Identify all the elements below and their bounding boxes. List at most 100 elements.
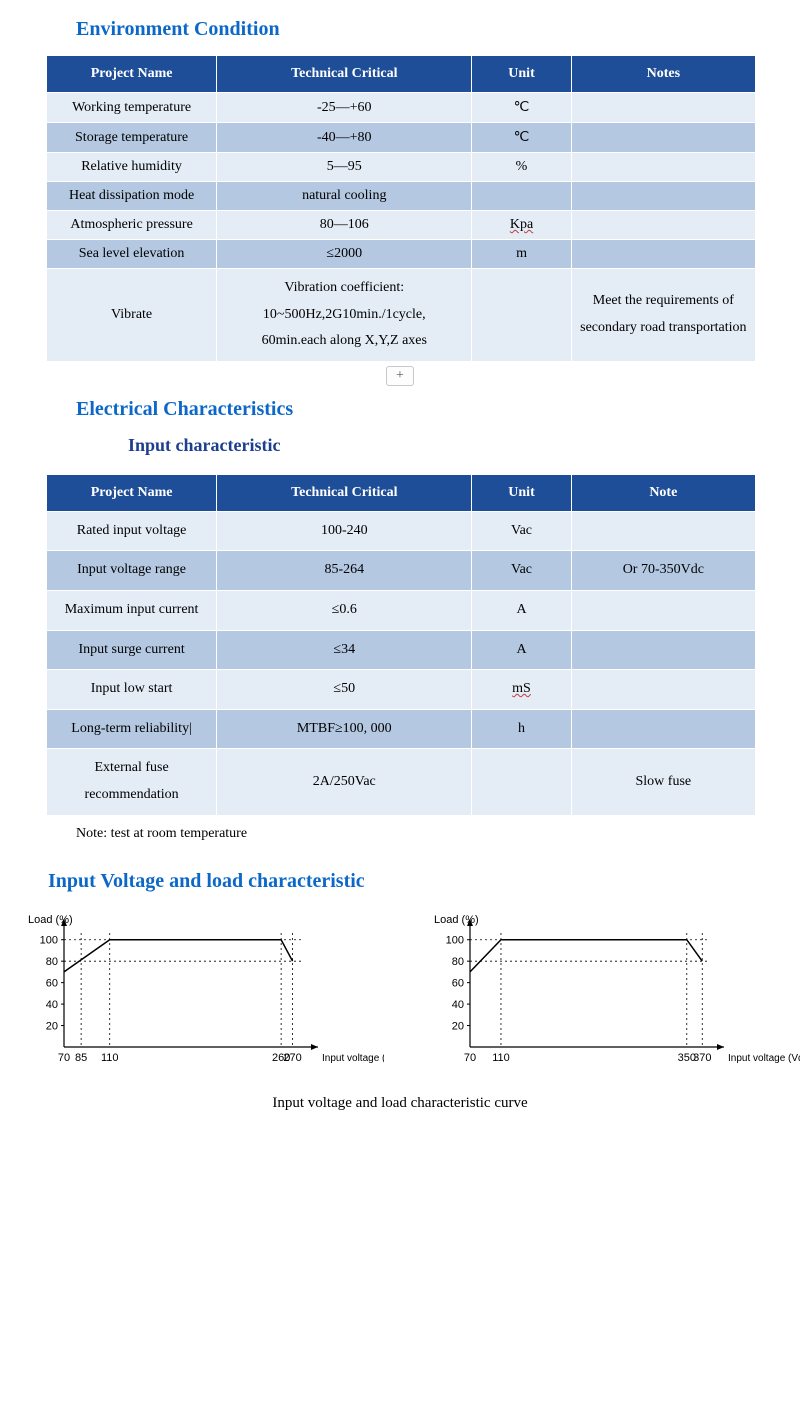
heading-environment: Environment Condition	[76, 18, 800, 41]
table-cell: ≤0.6	[217, 590, 472, 630]
table-cell: MTBF≥100, 000	[217, 709, 472, 749]
table-cell	[571, 153, 755, 182]
table-cell: External fuse recommendation	[47, 749, 217, 815]
table-header: Project Name	[47, 56, 217, 93]
table-header: Project Name	[47, 474, 217, 511]
table-cell	[571, 182, 755, 211]
svg-text:20: 20	[46, 1020, 58, 1032]
table-cell: A	[472, 590, 571, 630]
table-cell: Kpa	[472, 211, 571, 240]
table-cell	[571, 511, 755, 551]
table-cell: -25—+60	[217, 93, 472, 123]
table-row: Atmospheric pressure80—106Kpa	[47, 211, 756, 240]
table-cell: A	[472, 630, 571, 670]
table-row: VibrateVibration coefficient:10~500Hz,2G…	[47, 269, 756, 362]
charts-container: 204060801007085110260270Load (%)Input vo…	[14, 907, 800, 1077]
table-cell: -40—+80	[217, 123, 472, 153]
svg-text:70: 70	[464, 1052, 476, 1064]
svg-text:100: 100	[446, 934, 464, 946]
table-cell: 80—106	[217, 211, 472, 240]
add-row-button[interactable]: +	[386, 366, 414, 386]
table-cell	[571, 590, 755, 630]
svg-text:40: 40	[46, 999, 58, 1011]
table-cell: 100-240	[217, 511, 472, 551]
table-row: Long-term reliability|MTBF≥100, 000h	[47, 709, 756, 749]
svg-text:110: 110	[101, 1052, 119, 1064]
table-row: Rated input voltage100-240Vac	[47, 511, 756, 551]
table-cell: %	[472, 153, 571, 182]
table-cell: Vibration coefficient:10~500Hz,2G10min./…	[217, 269, 472, 362]
table-cell: Input low start	[47, 670, 217, 710]
table-row: Storage temperature-40—+80℃	[47, 123, 756, 153]
svg-text:Input voltage (Vdc): Input voltage (Vdc)	[728, 1053, 800, 1064]
table-cell: Heat dissipation mode	[47, 182, 217, 211]
table-cell	[571, 211, 755, 240]
chart-vdc: 2040608010070110350370Load (%)Input volt…	[420, 907, 800, 1077]
table-cell: Or 70-350Vdc	[571, 551, 755, 591]
table-cell: 85-264	[217, 551, 472, 591]
table-cell: Vibrate	[47, 269, 217, 362]
table-row: Working temperature-25—+60℃	[47, 93, 756, 123]
chart-vac: 204060801007085110260270Load (%)Input vo…	[14, 907, 384, 1077]
table-row: Maximum input current≤0.6A	[47, 590, 756, 630]
svg-text:Load (%): Load (%)	[28, 914, 73, 926]
svg-text:85: 85	[75, 1052, 87, 1064]
table-cell: h	[472, 709, 571, 749]
table-cell	[571, 93, 755, 123]
table-header: Technical Critical	[217, 56, 472, 93]
table-cell: Vac	[472, 551, 571, 591]
svg-text:100: 100	[40, 934, 58, 946]
table-cell: ≤2000	[217, 240, 472, 269]
table-cell: m	[472, 240, 571, 269]
svg-text:80: 80	[452, 956, 464, 968]
heading-input-characteristic: Input characteristic	[128, 435, 800, 456]
table-cell: Relative humidity	[47, 153, 217, 182]
table-environment: Project NameTechnical CriticalUnitNotes …	[46, 55, 756, 362]
table-cell: natural cooling	[217, 182, 472, 211]
table-row: Input low start≤50mS	[47, 670, 756, 710]
table-cell: ≤34	[217, 630, 472, 670]
table-cell: mS	[472, 670, 571, 710]
svg-text:60: 60	[452, 977, 464, 989]
table-cell: ℃	[472, 123, 571, 153]
table-row: External fuse recommendation2A/250VacSlo…	[47, 749, 756, 815]
table-cell: 2A/250Vac	[217, 749, 472, 815]
table-header: Note	[571, 474, 755, 511]
table-cell	[472, 749, 571, 815]
table-cell: Input voltage range	[47, 551, 217, 591]
table-row: Sea level elevation≤2000m	[47, 240, 756, 269]
table-cell: Input surge current	[47, 630, 217, 670]
table-cell	[472, 182, 571, 211]
table-cell: Long-term reliability|	[47, 709, 217, 749]
table-cell: Atmospheric pressure	[47, 211, 217, 240]
svg-text:80: 80	[46, 956, 58, 968]
table-cell: Meet the requirements of secondary road …	[571, 269, 755, 362]
table-header: Technical Critical	[217, 474, 472, 511]
svg-text:40: 40	[452, 999, 464, 1011]
heading-ivlc: Input Voltage and load characteristic	[48, 870, 800, 893]
table-cell: Storage temperature	[47, 123, 217, 153]
table-cell	[472, 269, 571, 362]
svg-text:Input voltage (Vac): Input voltage (Vac)	[322, 1053, 384, 1064]
table-cell: Vac	[472, 511, 571, 551]
table-cell	[571, 240, 755, 269]
table-cell	[571, 709, 755, 749]
svg-text:60: 60	[46, 977, 58, 989]
table-cell: Sea level elevation	[47, 240, 217, 269]
svg-text:110: 110	[492, 1052, 510, 1064]
svg-text:70: 70	[58, 1052, 70, 1064]
table-cell	[571, 630, 755, 670]
footnote-text: Note: test at room temperature	[76, 826, 800, 842]
svg-text:Load (%): Load (%)	[434, 914, 479, 926]
table-row: Input voltage range85-264VacOr 70-350Vdc	[47, 551, 756, 591]
table-cell: ≤50	[217, 670, 472, 710]
table-header: Unit	[472, 56, 571, 93]
table-cell: Working temperature	[47, 93, 217, 123]
table-cell	[571, 670, 755, 710]
heading-electrical: Electrical Characteristics	[76, 398, 800, 421]
table-cell: Maximum input current	[47, 590, 217, 630]
table-row: Relative humidity5—95%	[47, 153, 756, 182]
table-cell: 5—95	[217, 153, 472, 182]
table-cell: ℃	[472, 93, 571, 123]
table-cell	[571, 123, 755, 153]
